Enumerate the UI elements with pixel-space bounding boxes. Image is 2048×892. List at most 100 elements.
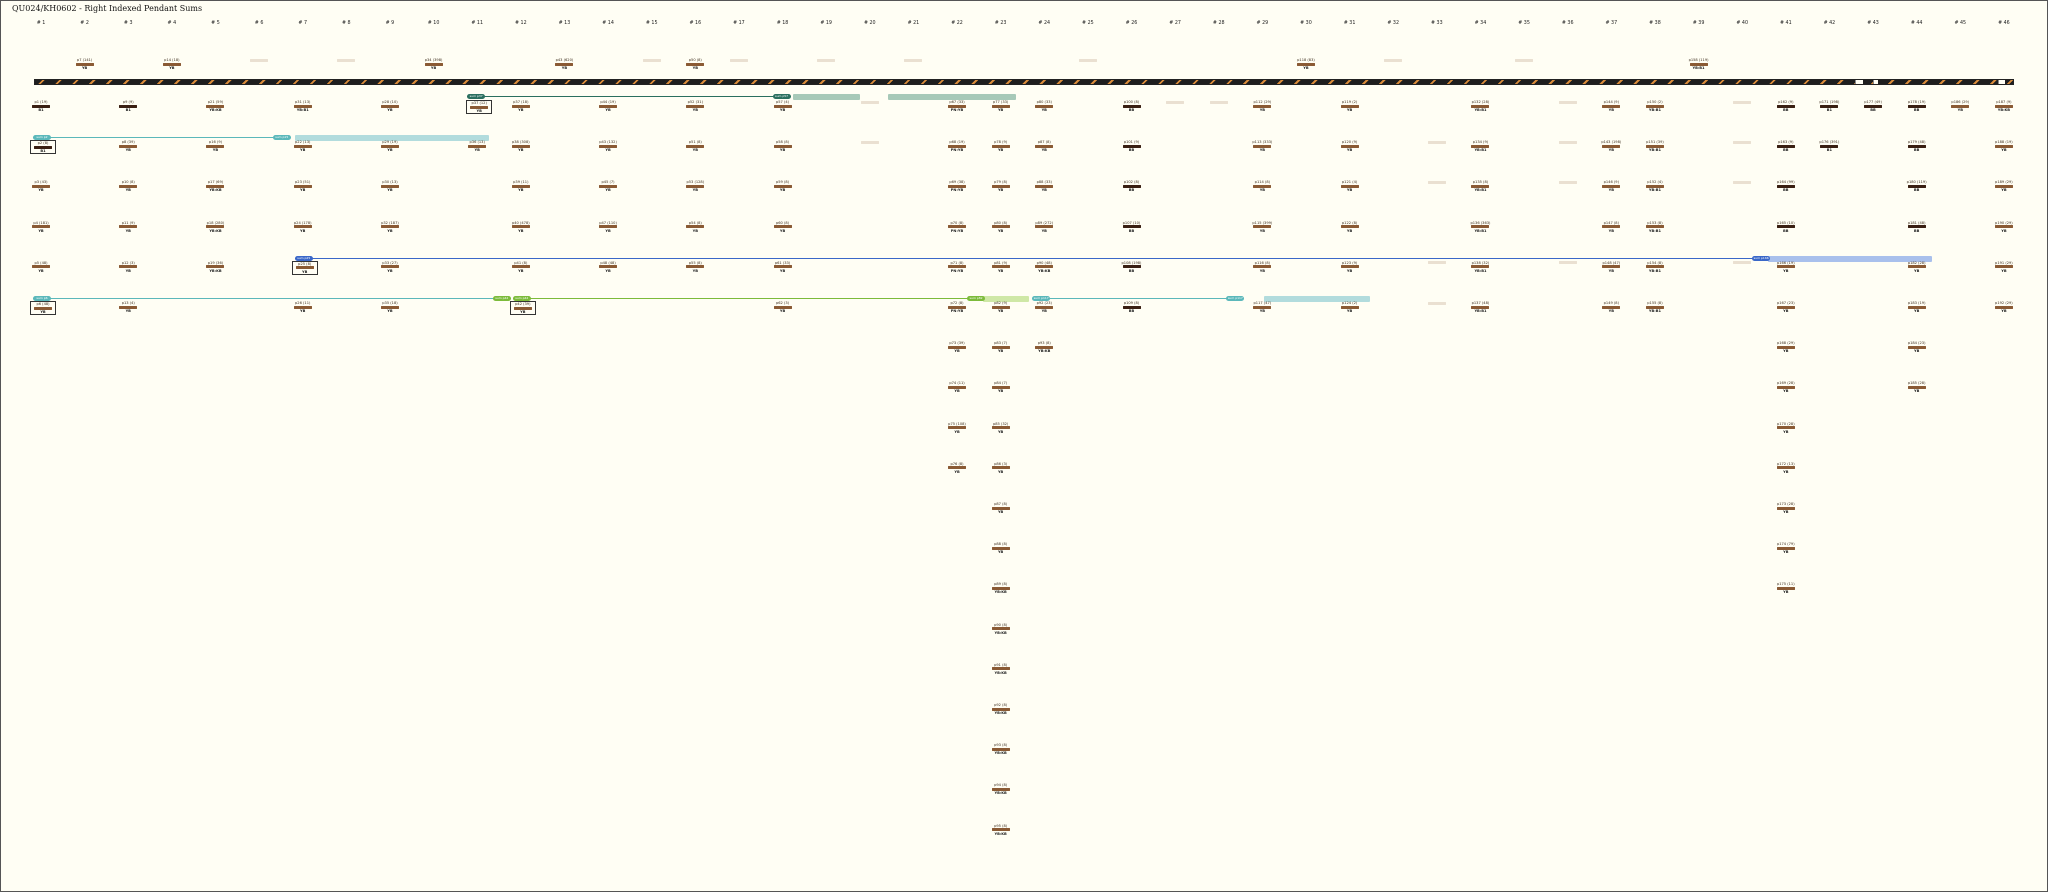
pendant-cord[interactable]: p180 (119) BB — [1906, 180, 1928, 192]
pendant-cord[interactable] — [1557, 100, 1579, 104]
pendant-cord[interactable] — [1557, 180, 1579, 184]
pendant-cord[interactable]: p62 (3) YB — [772, 301, 794, 313]
pendant-cord[interactable]: p91 (8) YB:KB — [990, 663, 1012, 675]
pendant-cord[interactable]: p82 (9) YB — [990, 301, 1012, 313]
pendant-cord[interactable]: p178 (19) BB — [1906, 100, 1928, 112]
pendant-cord[interactable]: p183 (19) YB — [1906, 301, 1928, 313]
pendant-cord[interactable]: p150 (2) YB:B1 — [1644, 100, 1666, 112]
pendant-cord[interactable]: p45 (7) YB — [597, 180, 619, 192]
pendant-cord[interactable]: p60 (8) YB — [772, 221, 794, 233]
pendant-cord[interactable]: p186 (29) YB — [1949, 100, 1971, 112]
sum-tag[interactable]: sum p37 — [467, 94, 486, 99]
pendant-cord[interactable] — [641, 58, 663, 62]
pendant-cord[interactable]: p101 (9) BB — [1121, 140, 1143, 152]
pendant-cord[interactable]: p41 (8) YB — [510, 261, 532, 273]
pendant-cord[interactable] — [1426, 140, 1448, 144]
pendant-cord[interactable]: p81 (9) YB — [990, 261, 1012, 273]
pendant-cord[interactable]: p165 (10) BB — [1775, 221, 1797, 233]
pendant-cord[interactable]: p12 (3) YB — [117, 261, 139, 273]
pendant-cord[interactable]: p50 (8) YB — [684, 58, 706, 70]
pendant-cord[interactable]: p92 (8) YB:KB — [990, 703, 1012, 715]
pendant-cord[interactable]: p179 (48) BB — [1906, 140, 1928, 152]
sum-tag[interactable]: sum p82 — [967, 296, 986, 301]
pendant-cord[interactable]: p132 (28) YB:B1 — [1469, 100, 1491, 112]
pendant-cord[interactable]: p119 (2) YB — [1339, 100, 1361, 112]
pendant-cord[interactable]: p61 (33) YB — [772, 261, 794, 273]
pendant-cord[interactable]: p18 (280) YB:KB — [204, 221, 226, 233]
pendant-cord[interactable] — [1426, 180, 1448, 184]
pendant-cord[interactable]: p1 (19) B1 — [30, 100, 52, 112]
pendant-cord[interactable]: p175 (11) YB — [1775, 582, 1797, 594]
pendant-cord[interactable]: p55 (8) YB — [684, 261, 706, 273]
pendant-cord[interactable]: p93 (8) YB:KB — [1033, 341, 1055, 353]
pendant-cord[interactable]: p144 (9) YB — [1600, 100, 1622, 112]
sum-tag[interactable]: sum p57 — [772, 94, 791, 99]
pendant-cord[interactable]: p191 (29) YB — [1993, 261, 2015, 273]
pendant-cord[interactable]: p70 (8) PN:YB — [946, 221, 968, 233]
sum-tag[interactable]: sum p117 — [1032, 296, 1051, 301]
pendant-cord[interactable]: p7 (141) YB — [74, 58, 96, 70]
pendant-cord[interactable]: p10 (8) YB — [117, 180, 139, 192]
pendant-cord[interactable]: p68 (19) PN:YB — [946, 140, 968, 152]
pendant-cord[interactable]: p37 (12) YB — [466, 100, 493, 114]
pendant-cord[interactable]: p167 (23) YB — [1775, 301, 1797, 313]
sum-tag[interactable]: sum p6 — [33, 296, 51, 301]
pendant-cord[interactable]: p48 (48) YB — [597, 261, 619, 273]
pendant-cord[interactable]: p102 (8) BB — [1121, 180, 1143, 192]
pendant-cord[interactable]: p30 (13) YB — [379, 180, 401, 192]
pendant-cord[interactable]: p182 (28) YB — [1906, 261, 1928, 273]
pendant-cord[interactable]: p5 (48) YB — [30, 261, 52, 273]
pendant-cord[interactable]: p8 (39) YB — [117, 140, 139, 152]
pendant-cord[interactable]: p176 (391) B1 — [1818, 140, 1840, 152]
pendant-cord[interactable] — [1731, 140, 1753, 144]
pendant-cord[interactable]: p134 (9) YB:B1 — [1469, 140, 1491, 152]
pendant-cord[interactable]: p92 (23) YB — [1033, 301, 1055, 313]
pendant-cord[interactable]: p75 (108) YB — [946, 422, 968, 434]
pendant-cord[interactable]: p79 (8) YB — [990, 180, 1012, 192]
pendant-cord[interactable] — [1382, 58, 1404, 62]
pendant-cord[interactable]: p121 (4) YB — [1339, 180, 1361, 192]
pendant-cord[interactable] — [1557, 140, 1579, 144]
pendant-cord[interactable] — [1731, 100, 1753, 104]
pendant-cord[interactable]: p155 (8) YB:B1 — [1644, 301, 1666, 313]
pendant-cord[interactable]: p84 (7) YB — [990, 381, 1012, 393]
pendant-cord[interactable]: p80 (33) YB — [1033, 100, 1055, 112]
pendant-cord[interactable]: p17 (69) YB:KB — [204, 180, 226, 192]
pendant-cord[interactable]: p2 (8) B1 — [30, 140, 56, 155]
sum-tag[interactable]: sum p2 — [33, 135, 51, 140]
pendant-cord[interactable]: p76 (8) YB — [946, 462, 968, 474]
pendant-cord[interactable]: p87 (8) YB — [1033, 140, 1055, 152]
pendant-cord[interactable]: p35 (18) YB — [379, 301, 401, 313]
pendant-cord[interactable]: p181 (48) BB — [1906, 221, 1928, 233]
pendant-cord[interactable]: p69 (38) PN:YB — [946, 180, 968, 192]
pendant-cord[interactable]: p6 (48) YB — [30, 301, 56, 315]
pendant-cord[interactable]: p113 (333) YB — [1251, 140, 1273, 152]
pendant-cord[interactable]: p44 (19) YB — [597, 100, 619, 112]
pendant-cord[interactable] — [1513, 58, 1535, 62]
pendant-cord[interactable]: p149 (8) YB — [1600, 301, 1622, 313]
pendant-cord[interactable] — [1426, 261, 1448, 265]
pendant-cord[interactable] — [1164, 100, 1186, 104]
pendant-cord[interactable]: p88 (8) YB — [990, 542, 1012, 554]
pendant-cord[interactable]: p174 (79) YB — [1775, 542, 1797, 554]
pendant-cord[interactable] — [1426, 301, 1448, 305]
pendant-cord[interactable]: p154 (8) YB:B1 — [1644, 261, 1666, 273]
pendant-cord[interactable]: p39 (11) YB — [510, 180, 532, 192]
pendant-cord[interactable]: p43 (620) YB — [553, 58, 575, 70]
pendant-cord[interactable]: p33 (27) YB — [379, 261, 401, 273]
pendant-cord[interactable]: p164 (99) BB — [1775, 180, 1797, 192]
pendant-cord[interactable]: p135 (8) YB:B1 — [1469, 180, 1491, 192]
pendant-cord[interactable]: p151 (39) YB:B1 — [1644, 140, 1666, 152]
pendant-cord[interactable]: p122 (8) YB — [1339, 221, 1361, 233]
pendant-cord[interactable]: p11 (9) YB — [117, 221, 139, 233]
pendant-cord[interactable]: p52 (31) YB — [684, 100, 706, 112]
pendant-cord[interactable] — [728, 58, 750, 62]
pendant-cord[interactable]: p170 (28) YB — [1775, 422, 1797, 434]
pendant-cord[interactable]: p171 (198) B1 — [1818, 100, 1840, 112]
pendant-cord[interactable]: p136 (363) YB:B1 — [1469, 221, 1491, 233]
sum-tag[interactable]: sum p25 — [294, 256, 313, 261]
pendant-cord[interactable]: p9 (9) B1 — [117, 100, 139, 112]
pendant-cord[interactable] — [1731, 180, 1753, 184]
pendant-cord[interactable] — [815, 58, 837, 62]
pendant-cord[interactable]: p117 (47) YB — [1251, 301, 1273, 313]
